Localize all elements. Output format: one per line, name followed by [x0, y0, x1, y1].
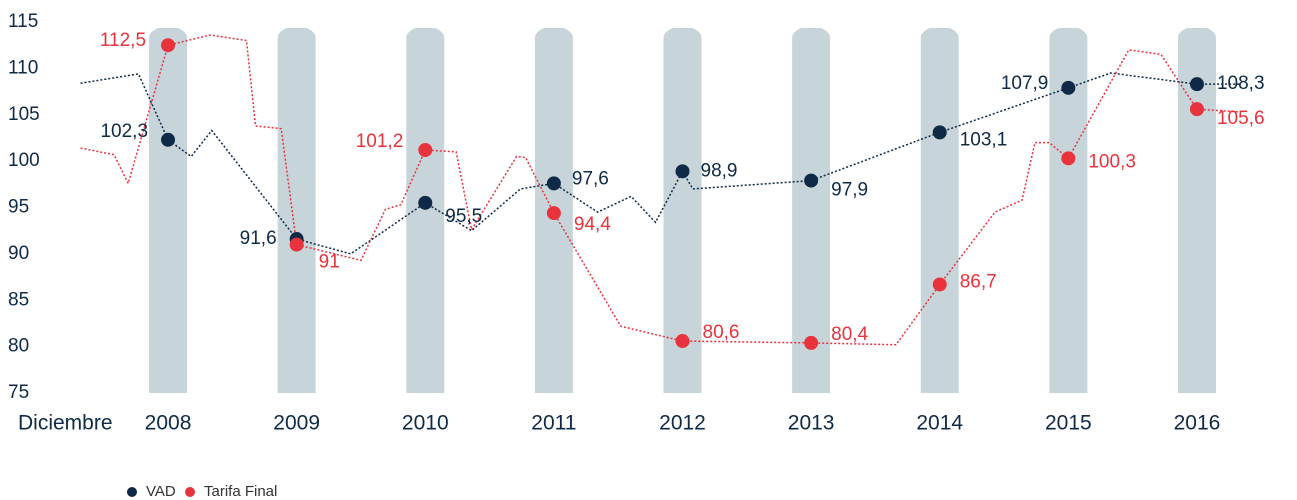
- marker: [804, 335, 819, 350]
- marker: [932, 277, 947, 292]
- data-label: 95,5: [445, 206, 482, 227]
- marker: [161, 38, 176, 53]
- data-label: 102,3: [100, 121, 148, 142]
- marker: [1189, 77, 1204, 92]
- data-label: 112,5: [100, 30, 146, 51]
- marker: [1061, 151, 1076, 166]
- year-column: [792, 28, 831, 393]
- x-tick-label: 2015: [1045, 412, 1092, 435]
- legend-marker: [185, 487, 195, 497]
- x-tick-label: 2014: [916, 412, 963, 435]
- marker: [675, 164, 690, 179]
- x-tick-label: 2013: [788, 412, 835, 435]
- marker: [1189, 102, 1204, 117]
- data-label: 98,9: [701, 160, 738, 181]
- marker: [418, 142, 433, 157]
- marker: [1061, 80, 1076, 95]
- data-label: 108,3: [1217, 73, 1265, 94]
- data-label: 103,1: [960, 129, 1008, 150]
- marker: [418, 195, 433, 210]
- x-tick-label: 2016: [1174, 412, 1221, 435]
- x-tick-label: 2011: [531, 412, 576, 435]
- year-column: [277, 28, 316, 393]
- legend-label: VAD: [146, 483, 176, 500]
- x-tick-label: 2010: [402, 412, 449, 435]
- y-tick-label: 100: [8, 150, 40, 171]
- y-tick-label: 115: [8, 11, 38, 32]
- x-prefix: Diciembre: [18, 412, 113, 435]
- data-label: 105,6: [1217, 108, 1265, 129]
- y-tick-label: 95: [8, 197, 29, 218]
- marker: [932, 125, 947, 140]
- year-column: [406, 28, 445, 393]
- y-tick-label: 85: [8, 289, 29, 310]
- marker: [546, 176, 561, 191]
- data-label: 97,6: [572, 168, 609, 189]
- marker: [161, 132, 176, 147]
- data-label: 100,3: [1088, 151, 1136, 172]
- y-tick-label: 105: [8, 104, 40, 125]
- marker: [804, 173, 819, 188]
- data-label: 101,2: [356, 131, 404, 152]
- year-column: [1177, 28, 1216, 393]
- data-label: 86,7: [960, 271, 997, 292]
- year-column: [149, 28, 188, 393]
- data-label: 91,6: [240, 228, 277, 249]
- x-tick-label: 2008: [145, 412, 192, 435]
- x-tick-label: 2012: [659, 412, 706, 435]
- year-column: [920, 28, 959, 393]
- y-tick-label: 90: [8, 243, 29, 264]
- marker: [675, 334, 690, 349]
- data-label: 97,9: [831, 180, 868, 201]
- legend-label: Tarifa Final: [204, 483, 277, 500]
- marker: [289, 237, 304, 252]
- year-column: [663, 28, 702, 393]
- data-label: 80,6: [703, 322, 740, 343]
- y-tick-label: 80: [8, 336, 29, 357]
- year-column: [1049, 28, 1088, 393]
- trend-line: [80, 34, 1241, 346]
- x-tick-label: 2009: [273, 412, 320, 435]
- y-tick-label: 110: [8, 57, 38, 78]
- data-label: 91: [319, 252, 340, 273]
- y-tick-label: 75: [8, 382, 29, 403]
- data-label: 94,4: [574, 214, 611, 235]
- marker: [546, 206, 561, 221]
- data-label: 80,4: [831, 324, 868, 345]
- data-label: 107,9: [1001, 73, 1049, 94]
- legend-marker: [127, 487, 137, 497]
